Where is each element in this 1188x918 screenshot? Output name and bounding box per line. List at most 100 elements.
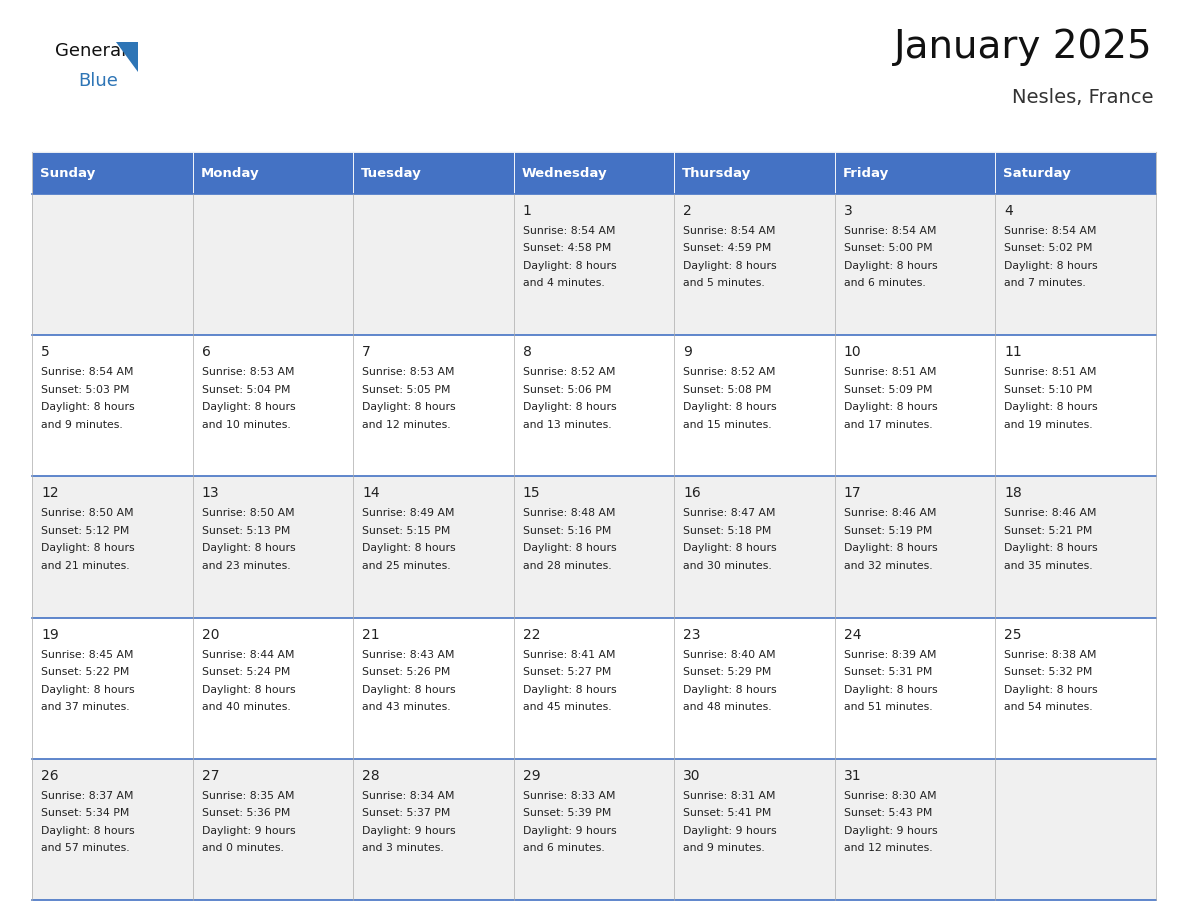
Text: Daylight: 8 hours: Daylight: 8 hours: [843, 543, 937, 554]
Text: Sunrise: 8:37 AM: Sunrise: 8:37 AM: [42, 790, 133, 800]
Text: and 57 minutes.: and 57 minutes.: [42, 844, 129, 854]
Text: Sunset: 5:04 PM: Sunset: 5:04 PM: [202, 385, 290, 395]
Text: 20: 20: [202, 628, 219, 642]
Text: Sunset: 5:09 PM: Sunset: 5:09 PM: [843, 385, 933, 395]
Text: 18: 18: [1004, 487, 1022, 500]
Text: Sunset: 5:37 PM: Sunset: 5:37 PM: [362, 809, 450, 818]
Text: Sunrise: 8:39 AM: Sunrise: 8:39 AM: [843, 650, 936, 660]
Text: Sunset: 5:18 PM: Sunset: 5:18 PM: [683, 526, 772, 536]
Text: Daylight: 8 hours: Daylight: 8 hours: [42, 402, 134, 412]
Text: and 40 minutes.: and 40 minutes.: [202, 702, 290, 712]
Text: and 48 minutes.: and 48 minutes.: [683, 702, 772, 712]
Text: Sunset: 5:00 PM: Sunset: 5:00 PM: [843, 243, 933, 253]
Text: 29: 29: [523, 768, 541, 783]
Text: Daylight: 8 hours: Daylight: 8 hours: [1004, 402, 1098, 412]
Text: Sunset: 5:12 PM: Sunset: 5:12 PM: [42, 526, 129, 536]
Text: 3: 3: [843, 204, 853, 218]
Text: Daylight: 8 hours: Daylight: 8 hours: [523, 261, 617, 271]
Text: and 54 minutes.: and 54 minutes.: [1004, 702, 1093, 712]
Polygon shape: [116, 42, 139, 72]
Text: Sunrise: 8:51 AM: Sunrise: 8:51 AM: [843, 367, 936, 377]
Text: Daylight: 9 hours: Daylight: 9 hours: [202, 826, 295, 835]
Text: Sunrise: 8:54 AM: Sunrise: 8:54 AM: [523, 226, 615, 236]
Text: 4: 4: [1004, 204, 1013, 218]
Text: 13: 13: [202, 487, 220, 500]
Bar: [32, 152, 192, 194]
Text: Sunset: 5:13 PM: Sunset: 5:13 PM: [202, 526, 290, 536]
Text: Sunset: 5:39 PM: Sunset: 5:39 PM: [523, 809, 611, 818]
Text: Sunset: 5:41 PM: Sunset: 5:41 PM: [683, 809, 772, 818]
Bar: [353, 152, 513, 194]
Text: 9: 9: [683, 345, 693, 359]
Text: and 35 minutes.: and 35 minutes.: [1004, 561, 1093, 571]
Text: Sunset: 5:32 PM: Sunset: 5:32 PM: [1004, 667, 1093, 677]
Text: 31: 31: [843, 768, 861, 783]
Text: Sunset: 5:24 PM: Sunset: 5:24 PM: [202, 667, 290, 677]
Bar: [32, 335, 1156, 476]
Text: 14: 14: [362, 487, 380, 500]
Text: 30: 30: [683, 768, 701, 783]
Text: Sunset: 5:08 PM: Sunset: 5:08 PM: [683, 385, 772, 395]
Text: Nesles, France: Nesles, France: [1011, 88, 1154, 107]
Text: 5: 5: [42, 345, 50, 359]
Text: and 45 minutes.: and 45 minutes.: [523, 702, 612, 712]
Text: and 12 minutes.: and 12 minutes.: [843, 844, 933, 854]
Text: 26: 26: [42, 768, 58, 783]
Text: and 9 minutes.: and 9 minutes.: [683, 844, 765, 854]
Text: Sunrise: 8:48 AM: Sunrise: 8:48 AM: [523, 509, 615, 519]
Text: Sunset: 4:58 PM: Sunset: 4:58 PM: [523, 243, 611, 253]
Text: Sunrise: 8:50 AM: Sunrise: 8:50 AM: [202, 509, 295, 519]
Text: Wednesday: Wednesday: [522, 166, 607, 180]
Text: Daylight: 8 hours: Daylight: 8 hours: [843, 685, 937, 695]
Text: Sunrise: 8:45 AM: Sunrise: 8:45 AM: [42, 650, 133, 660]
Text: Sunset: 5:16 PM: Sunset: 5:16 PM: [523, 526, 611, 536]
Bar: [675, 152, 835, 194]
Text: and 19 minutes.: and 19 minutes.: [1004, 420, 1093, 430]
Bar: [32, 618, 1156, 759]
Text: and 0 minutes.: and 0 minutes.: [202, 844, 284, 854]
Text: 6: 6: [202, 345, 210, 359]
Text: Sunset: 5:36 PM: Sunset: 5:36 PM: [202, 809, 290, 818]
Text: and 30 minutes.: and 30 minutes.: [683, 561, 772, 571]
Text: Daylight: 8 hours: Daylight: 8 hours: [362, 543, 456, 554]
Text: Sunrise: 8:54 AM: Sunrise: 8:54 AM: [1004, 226, 1097, 236]
Bar: [996, 152, 1156, 194]
Text: Sunrise: 8:46 AM: Sunrise: 8:46 AM: [1004, 509, 1097, 519]
Text: Sunset: 5:10 PM: Sunset: 5:10 PM: [1004, 385, 1093, 395]
Text: January 2025: January 2025: [895, 28, 1154, 66]
Text: 2: 2: [683, 204, 693, 218]
Text: Sunset: 5:34 PM: Sunset: 5:34 PM: [42, 809, 129, 818]
Text: Sunrise: 8:35 AM: Sunrise: 8:35 AM: [202, 790, 295, 800]
Text: Thursday: Thursday: [682, 166, 752, 180]
Text: Daylight: 8 hours: Daylight: 8 hours: [523, 685, 617, 695]
Text: and 10 minutes.: and 10 minutes.: [202, 420, 290, 430]
Text: Daylight: 8 hours: Daylight: 8 hours: [202, 685, 295, 695]
Text: Sunrise: 8:44 AM: Sunrise: 8:44 AM: [202, 650, 295, 660]
Text: and 32 minutes.: and 32 minutes.: [843, 561, 933, 571]
Text: Daylight: 8 hours: Daylight: 8 hours: [523, 402, 617, 412]
Text: Sunrise: 8:43 AM: Sunrise: 8:43 AM: [362, 650, 455, 660]
Text: Daylight: 8 hours: Daylight: 8 hours: [683, 685, 777, 695]
Text: and 51 minutes.: and 51 minutes.: [843, 702, 933, 712]
Text: 7: 7: [362, 345, 371, 359]
Text: Daylight: 8 hours: Daylight: 8 hours: [683, 543, 777, 554]
Text: Daylight: 8 hours: Daylight: 8 hours: [1004, 543, 1098, 554]
Text: Sunset: 5:43 PM: Sunset: 5:43 PM: [843, 809, 933, 818]
Text: and 43 minutes.: and 43 minutes.: [362, 702, 450, 712]
Text: and 7 minutes.: and 7 minutes.: [1004, 278, 1086, 288]
Text: Daylight: 8 hours: Daylight: 8 hours: [683, 402, 777, 412]
Bar: [513, 152, 675, 194]
Text: Sunrise: 8:34 AM: Sunrise: 8:34 AM: [362, 790, 455, 800]
Text: Sunset: 5:21 PM: Sunset: 5:21 PM: [1004, 526, 1093, 536]
Text: Sunset: 5:22 PM: Sunset: 5:22 PM: [42, 667, 129, 677]
Text: 15: 15: [523, 487, 541, 500]
Text: and 17 minutes.: and 17 minutes.: [843, 420, 933, 430]
Text: Sunrise: 8:53 AM: Sunrise: 8:53 AM: [202, 367, 295, 377]
Text: 17: 17: [843, 487, 861, 500]
Text: Daylight: 8 hours: Daylight: 8 hours: [362, 402, 456, 412]
Text: Monday: Monday: [201, 166, 259, 180]
Text: Sunset: 5:27 PM: Sunset: 5:27 PM: [523, 667, 611, 677]
Text: 23: 23: [683, 628, 701, 642]
Text: and 6 minutes.: and 6 minutes.: [523, 844, 605, 854]
Text: Sunrise: 8:49 AM: Sunrise: 8:49 AM: [362, 509, 455, 519]
